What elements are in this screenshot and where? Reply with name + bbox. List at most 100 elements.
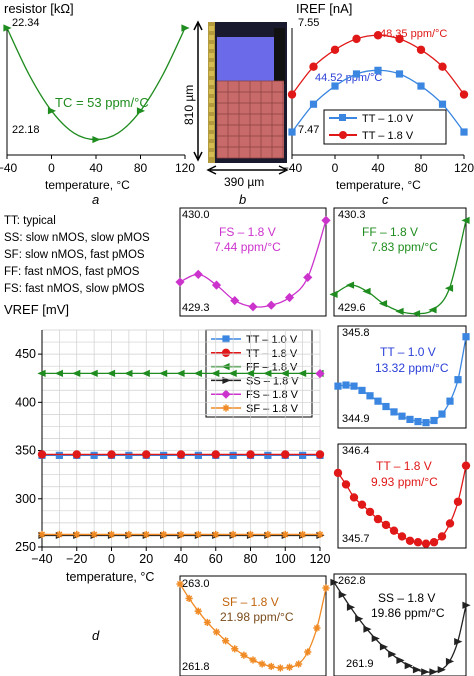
chart-d-point [193, 369, 202, 377]
chart-ff-point [362, 287, 371, 295]
chart-ss-point [330, 578, 339, 586]
chart-d-point [176, 369, 185, 377]
chart-a-point [136, 107, 146, 115]
chart-ss-point [388, 650, 397, 658]
chart-sf-point-stroke [259, 660, 266, 668]
chart-d-point [37, 450, 47, 459]
panel-d-ylabel: VREF [mV] [4, 302, 69, 317]
chart-d-point [264, 530, 272, 539]
die-pad [209, 53, 214, 58]
chart-d-point [54, 369, 63, 377]
tt18-ybot: 345.7 [342, 533, 370, 545]
chart-c-point [330, 45, 340, 54]
chart-tt10-point [374, 397, 382, 405]
chart-ff [329, 207, 470, 318]
panel-a-xtick-label: 0 [48, 161, 55, 175]
chart-c-point [395, 70, 404, 78]
chart-d-point [125, 530, 133, 539]
die-pad [209, 152, 214, 157]
chart-d-point [194, 451, 202, 459]
fs-ytop: 430.0 [182, 209, 210, 221]
chart-d-point [211, 450, 220, 459]
chart-d-point [107, 450, 116, 459]
chart-sf-point [240, 651, 248, 659]
chart-sf-point-stroke [222, 637, 229, 644]
panel-a-ybot: 22.18 [12, 124, 40, 136]
chart-c-point [373, 31, 383, 40]
chart-fs-point [175, 277, 185, 287]
legend-tt10-marker [339, 114, 346, 121]
fs-title: FS – 1.8 V [219, 225, 276, 239]
chart-sf-point-stroke [277, 664, 284, 672]
chart-d-point [316, 530, 324, 539]
legend-marker-SF-stroke [222, 404, 230, 412]
chart-sf-point-stroke [231, 645, 238, 652]
chart-sf-frame [179, 575, 327, 676]
chart-tt18-frame [337, 443, 467, 549]
chart-d-point [72, 369, 81, 377]
chart-tt18-point [373, 514, 383, 524]
chart-c-point [417, 82, 425, 90]
panel-c-xlabel: temperature, °C [336, 178, 421, 192]
chart-ff-frame [333, 207, 467, 317]
chart-d-point [315, 368, 325, 379]
chart-tt18-point [381, 520, 391, 530]
panel-b-die-photo: 810 µm 390 µm b [182, 20, 289, 207]
chart-ss-point [437, 666, 446, 674]
chart-tt10 [334, 325, 470, 429]
chart-c-point [287, 90, 297, 99]
chart-sf [176, 575, 330, 676]
die-pad [209, 134, 214, 139]
tt18-ytop: 346.4 [342, 445, 370, 457]
die-height-label: 810 µm [182, 85, 196, 125]
chart-ss-frame [333, 573, 467, 676]
chart-sf-point-stroke [313, 624, 320, 632]
chart-tt18-point [357, 500, 367, 509]
definition-ss: SS: slow nMOS, slow pMOS [4, 232, 150, 244]
chart-ss-point [462, 601, 471, 609]
chart-d-point-stroke [177, 531, 185, 538]
chart-tt10-point [342, 381, 350, 389]
definition-tt: TT: typical [4, 215, 56, 227]
tt10-tc: 13.32 ppm/°C [375, 361, 449, 375]
die-width-arrow [206, 165, 289, 175]
panel-a-xtick-label: 40 [89, 161, 103, 175]
chart-sf-point [231, 645, 239, 653]
panel-d-xtick-label: 120 [310, 552, 331, 566]
ss-ybot: 261.9 [346, 658, 374, 670]
panel-d-ytick-label: 400 [15, 395, 36, 409]
chart-fs-point [321, 215, 331, 225]
chart-d-point [55, 451, 63, 459]
chart-d-point [228, 369, 237, 377]
chart-tt18-point [421, 539, 431, 548]
chart-sf-point-stroke [322, 584, 330, 592]
chart-ss-point [412, 666, 422, 674]
chart-d [37, 368, 325, 540]
chart-d-point [55, 530, 63, 539]
chart-tt18-point [365, 507, 375, 517]
chart-fs-point [266, 300, 276, 310]
chart-tt10-point [358, 386, 366, 395]
chart-fs-point [284, 292, 295, 303]
sf-ybot: 261.8 [182, 661, 210, 673]
legend-label-TT10: TT – 1.0 V [246, 334, 298, 346]
panel-d-xtick-label: 60 [209, 552, 223, 566]
chart-fs [175, 207, 331, 317]
chart-c-series-1-line [291, 34, 465, 95]
die-pad [209, 116, 214, 121]
chart-d-point [142, 450, 151, 459]
chart-d-point [245, 369, 255, 377]
chart-ff-point [428, 306, 437, 314]
chart-ss-point [421, 668, 430, 676]
panel-a-ylabel: resistor [kΩ] [4, 1, 74, 16]
panel-d-xtick-label: 20 [139, 552, 153, 566]
chart-tt10-point [454, 376, 462, 384]
sf-ytop: 263.0 [182, 578, 210, 590]
chart-c-point [309, 100, 318, 108]
chart-tt18-point [389, 526, 399, 535]
panel-c-ybot: 7.47 [298, 124, 319, 136]
chart-tt10-point [366, 392, 374, 400]
chart-ff-point [461, 216, 470, 224]
panel-a-annotation: TC = 53 ppm/°C [55, 95, 149, 110]
chart-d-point-stroke [299, 531, 306, 538]
